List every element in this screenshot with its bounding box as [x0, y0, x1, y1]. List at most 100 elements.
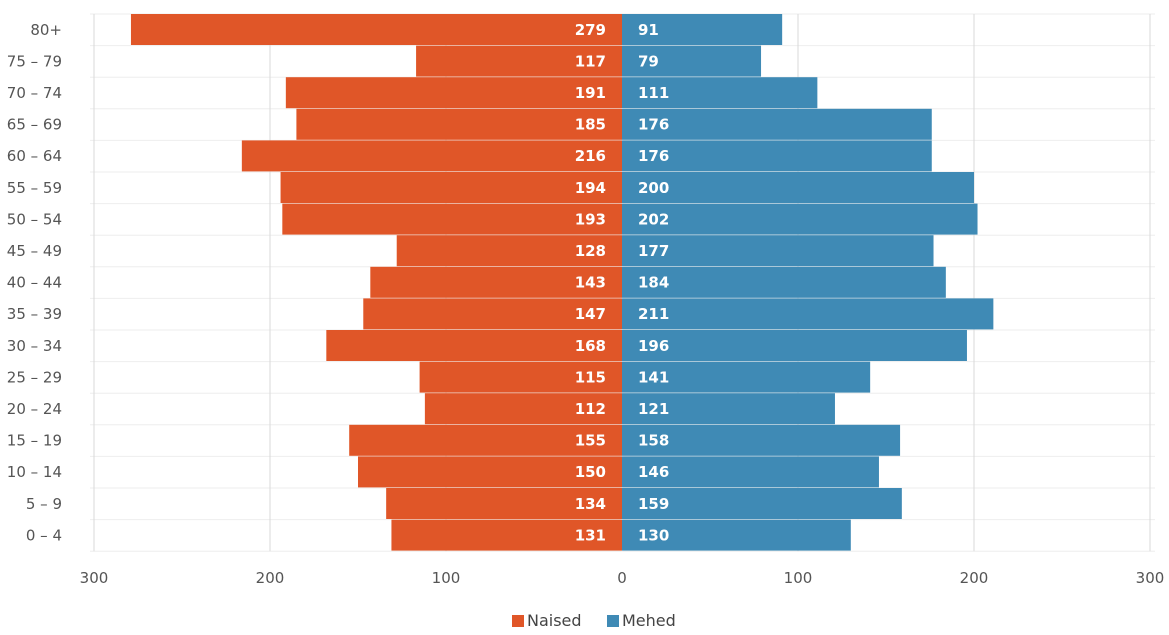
value-label-mehed: 158 [638, 432, 669, 450]
value-label-naised: 193 [575, 210, 606, 228]
age-group-label: 15 – 19 [7, 432, 62, 450]
x-tick-label: 100 [784, 569, 813, 587]
value-label-mehed: 176 [638, 147, 669, 165]
age-group-label: 40 – 44 [7, 274, 62, 292]
value-label-naised: 143 [575, 274, 606, 292]
value-label-mehed: 196 [638, 337, 669, 355]
bar-mehed [622, 203, 978, 235]
bar-naised [280, 172, 622, 203]
legend-swatch [512, 615, 524, 627]
bar-naised [416, 45, 622, 77]
bar-naised [396, 235, 622, 267]
x-tick-label: 300 [80, 569, 109, 587]
value-label-mehed: 111 [638, 84, 669, 102]
value-label-naised: 279 [575, 21, 606, 39]
value-label-mehed: 184 [638, 274, 669, 292]
x-tick-label: 100 [432, 569, 461, 587]
bar-naised [419, 361, 622, 393]
bars [130, 14, 994, 551]
bar-naised [391, 519, 622, 551]
bar-mehed [622, 456, 879, 488]
legend: Naised Mehed [512, 611, 676, 630]
bar-naised [424, 393, 622, 425]
bar-mehed [622, 330, 967, 361]
age-group-label: 75 – 79 [7, 52, 62, 70]
age-group-label: 5 – 9 [26, 495, 62, 513]
bar-mehed [622, 361, 871, 393]
value-label-mehed: 200 [638, 179, 669, 197]
bar-mehed [622, 424, 901, 456]
value-label-mehed: 177 [638, 242, 669, 260]
bar-naised [282, 203, 622, 235]
value-label-naised: 150 [575, 463, 606, 481]
value-label-mehed: 130 [638, 526, 669, 544]
legend-label: Naised [527, 611, 582, 630]
bar-mehed [622, 14, 783, 45]
value-label-naised: 128 [575, 242, 606, 260]
value-label-naised: 191 [575, 84, 606, 102]
bar-mehed [622, 488, 902, 519]
x-tick-label: 0 [617, 569, 627, 587]
bar-naised [326, 330, 622, 361]
value-label-mehed: 91 [638, 21, 659, 39]
age-group-label: 10 – 14 [7, 463, 62, 481]
bar-naised [130, 14, 622, 45]
bar-mehed [622, 298, 994, 330]
bar-naised [285, 77, 622, 109]
value-label-mehed: 202 [638, 210, 669, 228]
x-tick-label: 300 [1136, 569, 1165, 587]
bar-naised [349, 424, 622, 456]
x-axis-ticks: 300 200 100 0 100 200 300 [80, 569, 1165, 587]
value-label-mehed: 79 [638, 52, 659, 70]
age-group-label: 70 – 74 [7, 84, 62, 102]
age-group-label: 55 – 59 [7, 179, 62, 197]
value-label-naised: 131 [575, 526, 606, 544]
age-group-label: 35 – 39 [7, 305, 62, 323]
value-label-naised: 115 [575, 368, 606, 386]
bar-mehed [622, 519, 851, 551]
bar-naised [386, 488, 622, 519]
value-labels: 279 91 117 79 191 111 185 176 216 176 194 200 193 202… [575, 21, 670, 545]
value-label-naised: 112 [575, 400, 606, 418]
bar-naised [363, 298, 622, 330]
bar-mehed [622, 235, 934, 267]
bar-mehed [622, 393, 835, 425]
age-group-label: 80+ [30, 21, 62, 39]
bar-naised [241, 140, 622, 172]
value-label-naised: 216 [575, 147, 606, 165]
age-group-label: 65 – 69 [7, 116, 62, 134]
value-label-mehed: 141 [638, 368, 669, 386]
age-group-label: 20 – 24 [7, 400, 62, 418]
legend-label: Mehed [622, 611, 676, 630]
age-group-label: 50 – 54 [7, 210, 62, 228]
bar-naised [296, 108, 622, 140]
value-label-naised: 185 [575, 116, 606, 134]
bar-mehed [622, 77, 818, 109]
value-label-mehed: 121 [638, 400, 669, 418]
bar-mehed [622, 266, 946, 298]
value-label-naised: 194 [575, 179, 606, 197]
bar-naised [370, 266, 622, 298]
value-label-mehed: 211 [638, 305, 669, 323]
x-tick-label: 200 [960, 569, 989, 587]
value-label-mehed: 159 [638, 495, 669, 513]
age-group-label: 60 – 64 [7, 147, 62, 165]
value-label-mehed: 176 [638, 116, 669, 134]
age-group-label: 45 – 49 [7, 242, 62, 260]
bar-naised [358, 456, 622, 488]
bar-mehed [622, 172, 974, 203]
age-group-label: 25 – 29 [7, 368, 62, 386]
bar-mehed [622, 108, 932, 140]
value-label-mehed: 146 [638, 463, 669, 481]
x-tick-label: 200 [256, 569, 285, 587]
value-label-naised: 155 [575, 432, 606, 450]
age-group-label: 30 – 34 [7, 337, 62, 355]
bar-mehed [622, 45, 762, 77]
category-labels: 80+ 75 – 79 70 – 74 65 – 69 60 – 64 55 – 59 50… [7, 21, 62, 545]
value-label-naised: 134 [575, 495, 606, 513]
value-label-naised: 117 [575, 52, 606, 70]
legend-swatch [607, 615, 619, 627]
bar-mehed [622, 140, 932, 172]
value-label-naised: 168 [575, 337, 606, 355]
